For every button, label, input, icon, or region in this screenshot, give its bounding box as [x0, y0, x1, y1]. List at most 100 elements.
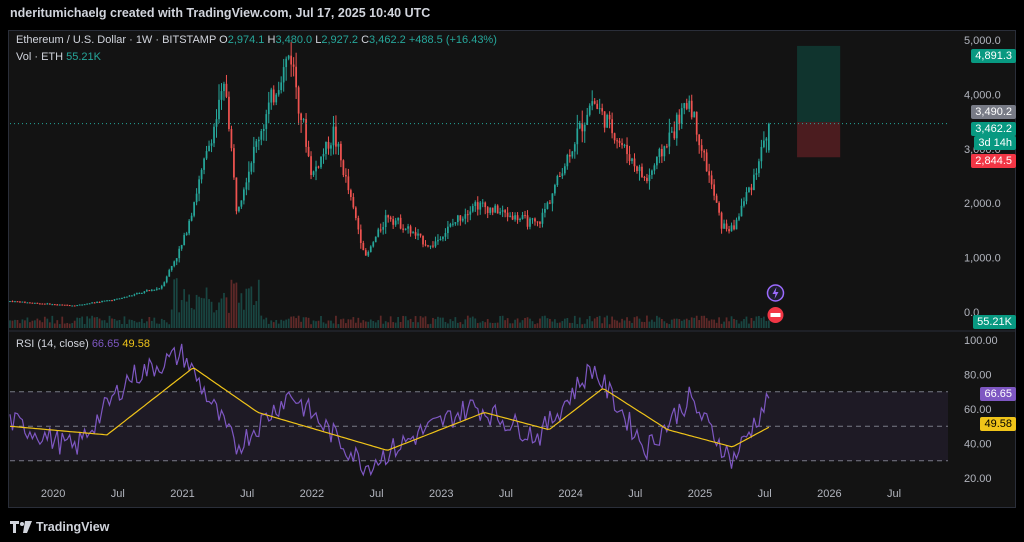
candle-body [133, 294, 136, 296]
chart-credit: nderitumichaelg created with TradingView… [10, 6, 431, 20]
volume-bar [484, 322, 487, 328]
volume-bar [225, 297, 228, 328]
volume-bar [320, 315, 322, 328]
volume-bar [442, 317, 444, 328]
volume-bar [121, 324, 123, 328]
candle-body [434, 241, 437, 247]
volume-bar [743, 319, 745, 328]
volume-bar [578, 317, 581, 328]
candle-body [56, 304, 59, 306]
volume-bar [479, 322, 482, 328]
candle-body [641, 166, 643, 177]
chart-frame[interactable] [8, 30, 1016, 508]
candle-body [586, 114, 589, 126]
candle-body [748, 187, 750, 193]
volume-bar [454, 317, 457, 328]
volume-bar [307, 317, 310, 328]
volume-bar [549, 318, 551, 328]
candle-body [404, 228, 407, 230]
candle-body [675, 114, 678, 139]
candle-body [474, 202, 477, 207]
candle-body [439, 238, 442, 240]
volume-bar [215, 310, 218, 328]
volume-bar [123, 316, 126, 328]
candle-body [118, 298, 121, 300]
candle-body [556, 176, 559, 186]
candle-body [272, 89, 275, 103]
candle-body [374, 236, 377, 243]
volume-bar [586, 319, 589, 328]
volume-bar [414, 316, 417, 328]
volume-bar [148, 317, 151, 328]
candle-body [427, 245, 429, 247]
us-flag-stripe-icon [770, 313, 781, 317]
candle-body [432, 245, 434, 247]
candle-body [471, 206, 474, 212]
volume-bar [310, 324, 312, 328]
candle-body [384, 215, 387, 228]
candle-body [275, 94, 278, 103]
volume-bar [369, 319, 372, 328]
candle-body [322, 153, 325, 157]
candle-body [21, 301, 24, 303]
candle-body [740, 205, 743, 217]
volume-bar [213, 312, 215, 328]
volume-bar [332, 323, 335, 328]
candle-body [11, 301, 14, 303]
volume-bar [31, 320, 34, 328]
volume-bar [653, 321, 656, 328]
volume-bar [302, 317, 305, 328]
volume-bar [335, 315, 337, 328]
volume-bar [519, 322, 521, 328]
volume-bar [596, 316, 599, 328]
candle-body [41, 303, 44, 305]
volume-bar [678, 319, 681, 328]
volume-bar [603, 317, 606, 328]
candle-body [720, 212, 723, 229]
price-axis-tick: 4,000.0 [964, 89, 1001, 101]
candle-body [526, 215, 529, 227]
candle-body [320, 156, 322, 168]
candle-body [170, 265, 173, 271]
candle-body [173, 261, 176, 266]
volume-bar [11, 320, 14, 328]
candle-body [332, 126, 335, 146]
candle-body [554, 185, 556, 194]
candle-body [292, 64, 295, 67]
candle-body [223, 83, 225, 92]
candle-body [330, 145, 332, 149]
candle-body [491, 207, 494, 213]
candle-body [658, 149, 661, 157]
volume-bar [349, 319, 352, 328]
volume-bar [295, 318, 297, 328]
volume-bar [611, 316, 613, 328]
volume-bar [419, 316, 422, 328]
candle-body [387, 215, 390, 218]
volume-bar [407, 320, 409, 328]
candle-body [357, 218, 360, 230]
volume-bar [675, 318, 678, 328]
candle-body [688, 100, 691, 109]
candle-body [205, 151, 208, 159]
volume-bar [631, 322, 633, 328]
volume-bar [275, 319, 278, 328]
candle-body [233, 148, 235, 178]
candle-body [83, 304, 86, 306]
volume-bar [700, 315, 703, 328]
candle-body [745, 192, 748, 202]
volume-bar [106, 322, 108, 328]
volume-bar [14, 319, 16, 328]
volume-bar [354, 322, 357, 328]
volume-bar [561, 321, 564, 328]
candle-body [601, 108, 604, 112]
rsi-axis-tick: 20.00 [964, 473, 992, 485]
volume-bar [531, 321, 534, 328]
volume-bar [267, 323, 270, 328]
volume-bar [91, 315, 93, 328]
candle-body [646, 177, 648, 182]
candle-body [588, 105, 591, 115]
volume-bar [643, 322, 646, 328]
candle-body [466, 214, 469, 216]
volume-bar [235, 282, 238, 328]
